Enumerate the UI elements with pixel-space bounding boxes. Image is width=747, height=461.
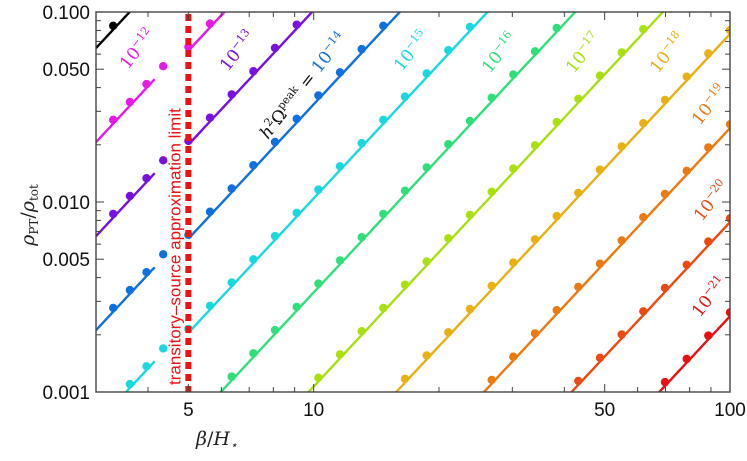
curve-label: 10−17 bbox=[561, 28, 606, 77]
series-10-17 bbox=[306, 12, 665, 392]
y-tick-label: 0.001 bbox=[42, 383, 90, 404]
axis-ticks: 5 10 50 100 0.100 0.050 0.010 0.005 0.001 bbox=[42, 3, 745, 421]
curve-label: 10−21 bbox=[687, 272, 732, 321]
x-tick-label: 5 bbox=[183, 400, 194, 421]
curve-label: h2Ωpeak = 10−14 bbox=[255, 28, 352, 143]
y-axis-label: ρPT/ρtot bbox=[17, 184, 41, 247]
curve-label: 10−15 bbox=[389, 26, 434, 75]
approximation-limit-label: transitory–source approximation limit bbox=[165, 108, 184, 385]
curve-label: 10−16 bbox=[477, 28, 522, 77]
series-10-16 bbox=[219, 12, 577, 392]
x-tick-label: 10 bbox=[303, 400, 324, 421]
curve-label: 10−19 bbox=[687, 80, 732, 129]
approximation-limit-line: transitory–source approximation limit bbox=[165, 14, 192, 392]
x-tick-label: 100 bbox=[714, 400, 746, 421]
series-10-12 bbox=[96, 12, 227, 143]
series-10-15 bbox=[124, 12, 490, 392]
y-tick-label: 0.100 bbox=[42, 3, 90, 24]
curve-label: 10−12 bbox=[115, 24, 160, 73]
y-tick-label: 0.010 bbox=[42, 193, 90, 214]
y-tick-label: 0.005 bbox=[42, 250, 90, 271]
series-10-19 bbox=[482, 120, 730, 392]
series-10-20 bbox=[569, 214, 730, 392]
x-tick-label: 50 bbox=[594, 400, 615, 421]
y-tick-label: 0.050 bbox=[42, 60, 90, 81]
curve-label: 10−18 bbox=[645, 28, 690, 77]
x-axis-label: β/H⋆ bbox=[195, 428, 238, 452]
series-10-21 bbox=[657, 308, 730, 392]
series-10-18 bbox=[394, 26, 730, 392]
